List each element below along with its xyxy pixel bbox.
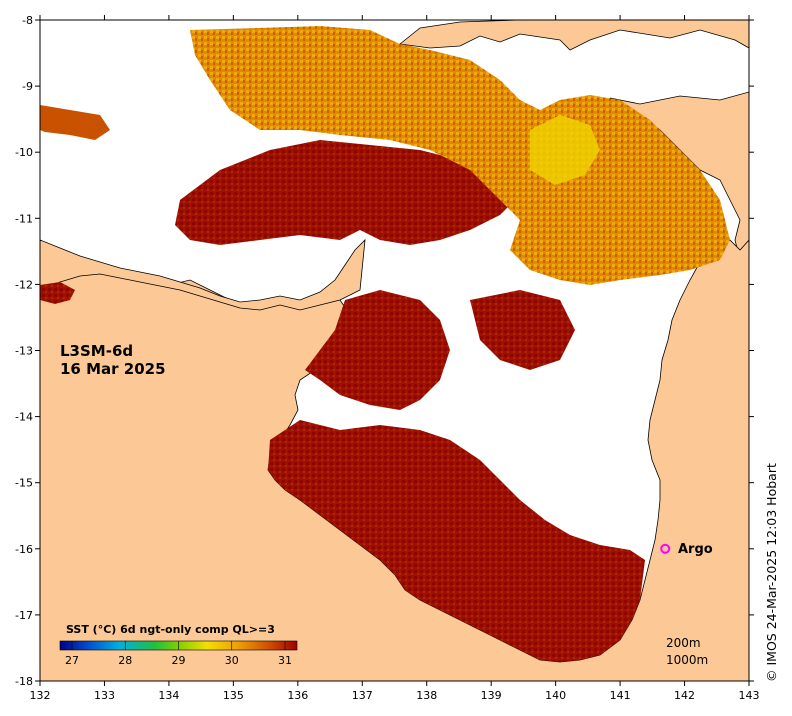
lon-tick-label: 139: [481, 689, 502, 702]
lat-tick-label: -11: [15, 212, 33, 225]
latitude-axis: -8 -9 -10 -11 -12 -13 -14 -15 -16 -17 -18: [15, 14, 754, 688]
lon-tick-label: 135: [223, 689, 244, 702]
lon-tick-label: 140: [545, 689, 566, 702]
lon-tick-label: 143: [739, 689, 760, 702]
lon-tick-label: 132: [30, 689, 51, 702]
arnhem-landmass: [40, 238, 366, 311]
lat-tick-label: -13: [15, 345, 33, 358]
longitude-axis: 132 133 134 135 136 137 138 139 140 141 142 143: [30, 15, 760, 702]
sst-red-northwest: [40, 282, 75, 304]
colorbar-ticks: [71, 641, 286, 650]
colorbar-tick-label: 28: [118, 654, 133, 667]
contour-200m-label: 200m: [666, 636, 701, 650]
colorbar-tick-label: 31: [278, 654, 292, 667]
lat-tick-label: -16: [15, 543, 33, 556]
sst-warm-east-patch: [470, 290, 575, 370]
sst-orange-northwest: [40, 105, 110, 140]
lat-tick-label: -9: [22, 80, 33, 93]
lon-tick-label: 134: [158, 689, 179, 702]
argo-float-marker: [660, 543, 671, 554]
colorbar-title: SST (°C) 6d ngt-only comp QL>=3: [66, 623, 275, 636]
lat-tick-label: -12: [15, 278, 33, 291]
argo-label: Argo: [678, 542, 713, 557]
new-guinea-landmass: [399, 20, 749, 51]
contour-1000m-label: 1000m: [666, 653, 709, 667]
sst-orange-north: [190, 26, 730, 285]
lon-tick-label: 142: [674, 689, 695, 702]
lat-tick-label: -17: [15, 609, 33, 622]
sst-warm-south: [268, 420, 645, 662]
product-title: L3SM-6d: [60, 342, 134, 360]
lon-tick-label: 137: [352, 689, 373, 702]
colorbar-tick-label: 30: [224, 654, 239, 667]
lon-tick-label: 138: [416, 689, 437, 702]
lat-tick-label: -18: [15, 675, 33, 688]
lon-tick-label: 136: [287, 689, 308, 702]
product-date: 16 Mar 2025: [60, 360, 166, 378]
colorbar-tick-label: 27: [65, 654, 79, 667]
colorbar-tick-label: 29: [171, 654, 186, 667]
sst-warm-central: [305, 290, 450, 410]
lon-tick-label: 133: [94, 689, 115, 702]
lat-tick-label: -14: [15, 411, 33, 424]
lat-tick-label: -10: [15, 146, 33, 159]
imos-credit: © IMOS 24-Mar-2025 12:03 Hobart: [764, 463, 779, 682]
lon-tick-label: 141: [610, 689, 631, 702]
sst-warm-arafura: [175, 140, 520, 245]
sst-yellow-patch: [530, 115, 600, 185]
lat-tick-label: -15: [15, 477, 33, 490]
lat-tick-label: -8: [22, 14, 33, 27]
